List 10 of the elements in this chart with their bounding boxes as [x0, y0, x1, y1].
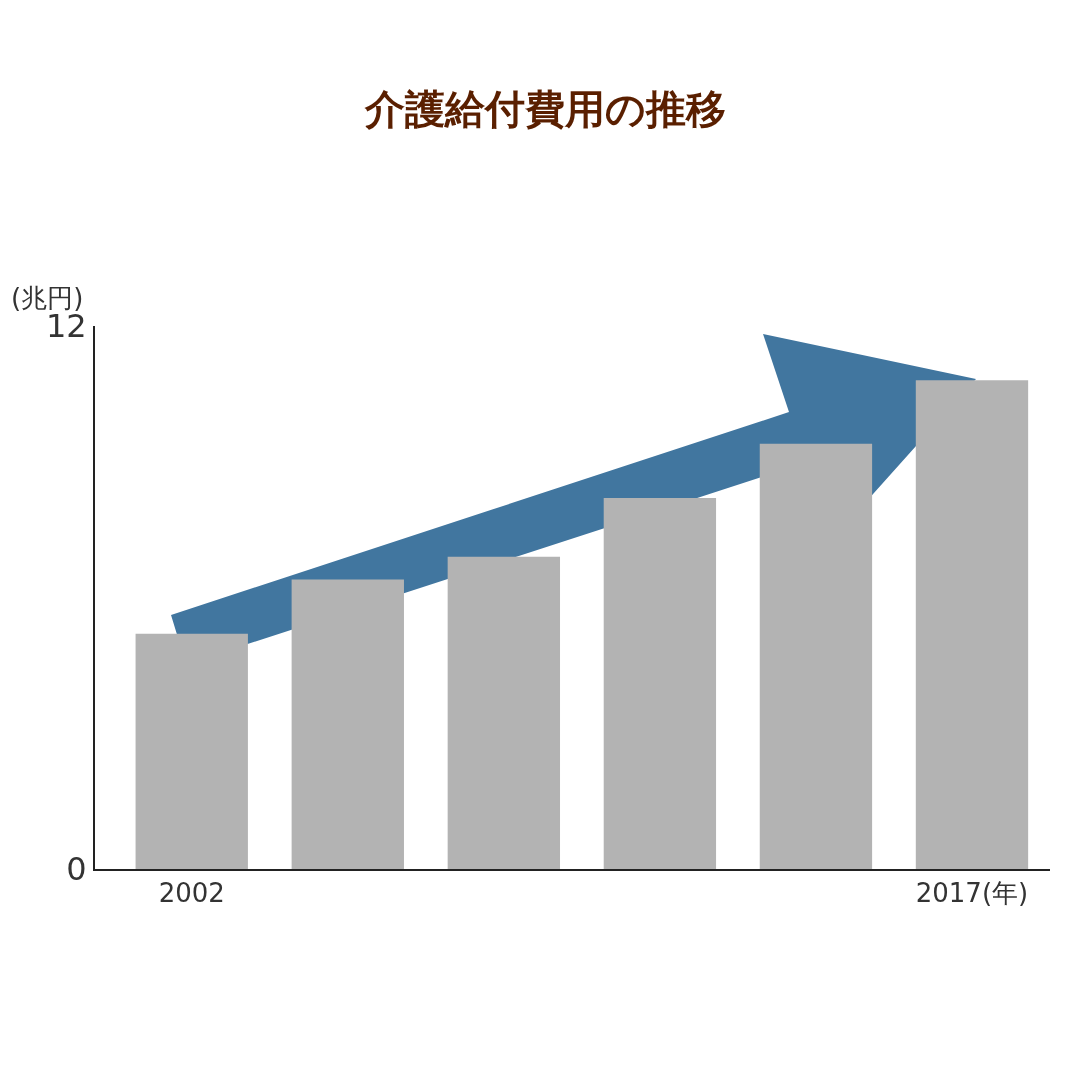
bar [135, 633, 248, 869]
bar [759, 443, 873, 869]
bar [447, 556, 561, 869]
bar [603, 497, 717, 869]
chart-title: 介護給付費用の推移 [363, 86, 726, 132]
x-tick-label: 2002 [158, 878, 225, 909]
bar [291, 579, 404, 869]
bar [915, 380, 1029, 869]
x-tick-label: 2017(年) [915, 878, 1029, 909]
y-tick-label: 0 [66, 850, 87, 889]
